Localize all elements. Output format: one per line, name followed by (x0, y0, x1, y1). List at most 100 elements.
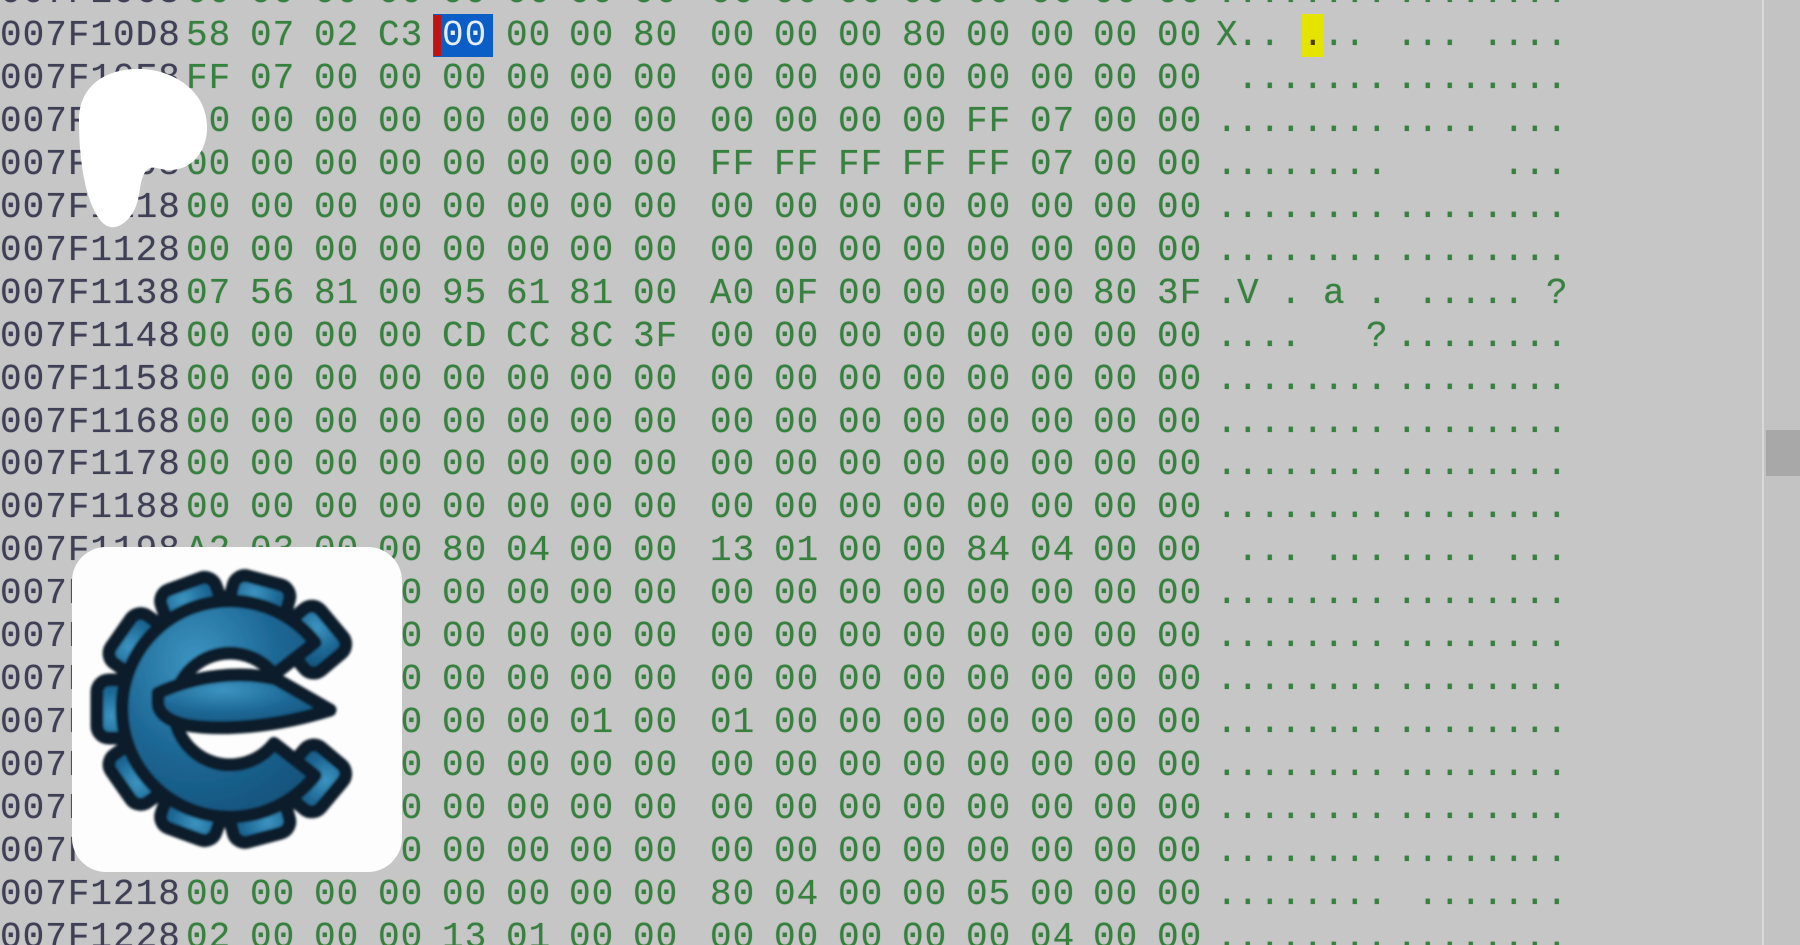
hex-byte[interactable]: 00 (250, 230, 296, 271)
ascii-char[interactable]: . (1323, 702, 1346, 743)
hex-byte[interactable]: 00 (1030, 359, 1076, 400)
hex-byte[interactable]: 00 (633, 402, 679, 443)
ascii-char[interactable]: . (1280, 0, 1302, 14)
ascii-char[interactable]: . (1482, 874, 1505, 915)
hex-byte[interactable]: 00 (506, 702, 552, 743)
ascii-char[interactable]: . (1237, 58, 1260, 99)
hex-byte[interactable]: 00 (314, 144, 360, 185)
ascii-char[interactable]: . (1524, 487, 1547, 528)
ascii-char[interactable]: . (1302, 702, 1325, 743)
hex-byte[interactable]: 04 (774, 874, 820, 915)
ascii-char[interactable]: . (1323, 359, 1346, 400)
ascii-char[interactable]: . (1439, 874, 1462, 915)
ascii-char[interactable]: . (1259, 573, 1282, 614)
ascii-char[interactable]: . (1482, 15, 1505, 56)
hex-byte[interactable]: 00 (1157, 573, 1203, 614)
hex-byte[interactable]: 00 (378, 444, 424, 485)
ascii-char[interactable]: . (1366, 917, 1389, 945)
hex-byte[interactable]: 00 (250, 917, 296, 945)
hex-byte[interactable]: 00 (966, 359, 1012, 400)
ascii-char[interactable]: . (1237, 230, 1260, 271)
ascii-char[interactable]: . (1396, 788, 1419, 829)
ascii-char[interactable]: . (1366, 444, 1389, 485)
hex-byte[interactable]: 84 (966, 530, 1012, 571)
hex-byte[interactable]: 00 (838, 316, 884, 357)
hex-byte[interactable]: 00 (378, 359, 424, 400)
ascii-char[interactable]: . (1396, 0, 1418, 14)
ascii-char[interactable]: . (1280, 659, 1303, 700)
ascii-char[interactable]: . (1237, 874, 1260, 915)
hex-byte[interactable]: 00 (633, 659, 679, 700)
hex-byte[interactable]: 00 (314, 874, 360, 915)
ascii-char[interactable]: . (1366, 402, 1389, 443)
ascii-char[interactable]: . (1396, 917, 1419, 945)
ascii-char[interactable]: . (1280, 487, 1303, 528)
ascii-char[interactable]: . (1280, 402, 1303, 443)
hex-row[interactable]: 007F1128 00 00 00 00 00 00 00 00 00 00 00 00 00 00 00 00… (0, 229, 1762, 272)
ascii-char[interactable]: . (1323, 745, 1346, 786)
hex-byte[interactable]: 01 (710, 702, 756, 743)
hex-byte[interactable]: 00 (1093, 487, 1139, 528)
hex-byte[interactable]: 00 (633, 788, 679, 829)
ascii-char[interactable]: . (1439, 273, 1462, 314)
ascii-char[interactable]: . (1216, 0, 1238, 14)
hex-byte[interactable]: 00 (966, 316, 1012, 357)
hex-byte[interactable]: 00 (250, 101, 296, 142)
ascii-char[interactable]: . (1503, 58, 1526, 99)
ascii-char[interactable]: . (1259, 788, 1282, 829)
hex-byte[interactable]: 00 (1030, 187, 1076, 228)
hex-byte[interactable]: 00 (314, 402, 360, 443)
ascii-char[interactable]: . (1546, 144, 1569, 185)
ascii-char[interactable]: . (1503, 101, 1526, 142)
hex-byte[interactable]: 00 (250, 444, 296, 485)
hex-byte[interactable]: 00 (966, 831, 1012, 872)
ascii-char[interactable]: . (1216, 917, 1239, 945)
ascii-char[interactable]: . (1216, 187, 1239, 228)
ascii-char[interactable]: . (1439, 15, 1462, 56)
ascii-char[interactable]: . (1482, 359, 1505, 400)
hex-row[interactable]: 007F10F8000000000000000000000000FF070000… (0, 100, 1762, 143)
hex-byte[interactable]: 00 (186, 316, 232, 357)
ascii-char[interactable]: . (1417, 831, 1440, 872)
ascii-char[interactable]: . (1524, 659, 1547, 700)
ascii-char[interactable]: . (1546, 187, 1569, 228)
hex-byte[interactable]: 00 (1030, 788, 1076, 829)
ascii-char[interactable]: . (1366, 359, 1389, 400)
ascii-char[interactable]: . (1280, 101, 1303, 142)
hex-byte[interactable]: 00 (902, 831, 948, 872)
hex-byte[interactable]: 00 (506, 788, 552, 829)
hex-byte[interactable]: 00 (506, 874, 552, 915)
ascii-char[interactable]: . (1237, 144, 1260, 185)
ascii-char[interactable] (1302, 529, 1324, 572)
ascii-char[interactable]: . (1417, 573, 1440, 614)
ascii-char[interactable]: . (1280, 831, 1303, 872)
hex-byte[interactable]: 00 (569, 788, 615, 829)
hex-byte[interactable]: 00 (902, 444, 948, 485)
hex-byte[interactable]: 00 (442, 359, 488, 400)
ascii-char[interactable]: . (1524, 616, 1547, 657)
hex-byte[interactable]: 00 (250, 487, 296, 528)
ascii-char[interactable] (1396, 143, 1418, 186)
hex-byte[interactable]: 00 (710, 316, 756, 357)
ascii-char[interactable]: . (1396, 230, 1419, 271)
hex-byte[interactable]: 00 (966, 487, 1012, 528)
hex-byte[interactable]: 00 (902, 101, 948, 142)
hex-byte[interactable]: 00 (314, 316, 360, 357)
ascii-char[interactable]: . (1417, 402, 1440, 443)
hex-byte[interactable]: 00 (569, 444, 615, 485)
ascii-char[interactable]: . (1344, 0, 1366, 14)
hex-byte[interactable]: 00 (314, 187, 360, 228)
ascii-char[interactable]: . (1344, 745, 1367, 786)
hex-byte[interactable]: 00 (569, 0, 615, 14)
hex-byte[interactable]: 00 (378, 874, 424, 915)
ascii-char[interactable]: . (1366, 230, 1389, 271)
ascii-char[interactable] (1323, 315, 1345, 358)
hex-byte[interactable]: 00 (774, 788, 820, 829)
hex-byte[interactable]: 00 (378, 0, 424, 14)
hex-row[interactable]: 007F1148 00 00 00 00 CD CC 8C 3F 00 00 00 00 00 00 00 00… (0, 315, 1762, 358)
hex-byte[interactable]: 00 (966, 573, 1012, 614)
hex-byte[interactable]: 61 (506, 273, 552, 314)
hex-byte[interactable]: 00 (966, 273, 1012, 314)
ascii-char[interactable]: . (1237, 573, 1260, 614)
ascii-char[interactable]: . (1439, 101, 1462, 142)
